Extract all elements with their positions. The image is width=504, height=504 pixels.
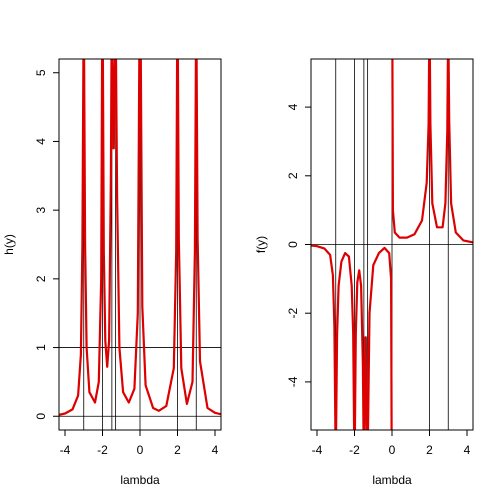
- panel-h-series-line-0: [59, 59, 85, 416]
- panel-h-x-tick-label-3: 2: [174, 443, 181, 457]
- panel-f-x-tick-label-3: 2: [426, 443, 433, 457]
- panel-h-series-line-4: [114, 59, 141, 404]
- panel-h-x-tick-label-1: -2: [97, 443, 108, 457]
- panel-f-y-tick-label-2: 0: [286, 241, 300, 248]
- panel-f-series-line-0: [311, 244, 337, 430]
- panel-h-y-axis-title: h(y): [2, 234, 16, 255]
- panel-h-y-tick-label-1: 1: [34, 344, 48, 351]
- panel-f-series-line-7: [447, 59, 473, 244]
- panel-h-x-tick-label-0: -4: [60, 443, 71, 457]
- panel-h-x-tick-label-2: 0: [137, 443, 144, 457]
- panel-h-series-line-3: [111, 59, 116, 150]
- panel-f-series-line-6: [428, 59, 449, 229]
- panel-f-x-tick-label-0: -4: [312, 443, 323, 457]
- panel-h-x-axis-title: lambda: [120, 473, 160, 487]
- panel-f-series-line-1: [335, 252, 356, 430]
- panel-h-y-tick-label-3: 3: [34, 206, 48, 213]
- panel-f-x-tick-label-2: 0: [389, 443, 396, 457]
- panel-f-x-tick-label-1: -2: [349, 443, 360, 457]
- panel-h-y-tick-label-2: 2: [34, 275, 48, 282]
- panel-h-y-tick-label-5: 5: [34, 69, 48, 76]
- panel-h: lambda h(y) -4 -2 0 2 4 0 1 2 3 4 5: [2, 58, 222, 487]
- panel-f-series-line-2: [353, 269, 365, 430]
- panel-h-marks: [59, 59, 221, 430]
- panel-f: lambda f(y) -4 -2 0 2 4 -4 -2 0 2 4: [254, 58, 474, 487]
- panel-f-series-line-5: [391, 59, 431, 239]
- panel-f-x-axis-title: lambda: [372, 473, 412, 487]
- panel-h-y-tick-label-0: 0: [34, 413, 48, 420]
- panel-f-y-tick-label-1: -2: [286, 308, 300, 319]
- panel-h-y-tick-label-4: 4: [34, 138, 48, 145]
- panel-h-series-line-1: [83, 59, 104, 404]
- panel-f-x-tick-label-4: 4: [464, 443, 471, 457]
- panel-f-y-tick-label-3: 2: [286, 172, 300, 179]
- panel-h-x-tick-label-4: 4: [212, 443, 219, 457]
- panel-h-series-line-6: [176, 59, 197, 405]
- panel-f-y-axis-title: f(y): [254, 236, 268, 253]
- panel-f-series-line-4: [366, 246, 393, 430]
- panel-f-y-tick-label-0: -4: [286, 376, 300, 387]
- panel-f-series-line-3: [363, 336, 368, 430]
- panel-f-y-tick-label-4: 4: [286, 103, 300, 110]
- panel-f-marks: [311, 59, 473, 430]
- panel-h-series-line-5: [139, 59, 179, 412]
- panel-h-series-line-7: [195, 59, 221, 416]
- panel-h-series-line-2: [101, 59, 113, 368]
